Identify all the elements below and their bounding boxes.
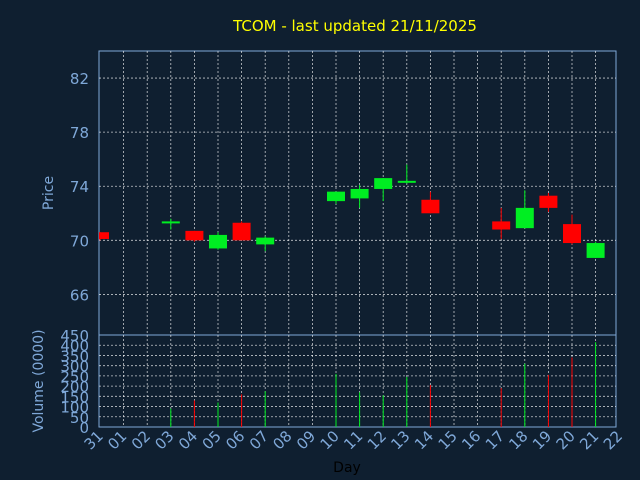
- candle-body: [374, 178, 393, 189]
- candle-body: [185, 230, 204, 241]
- x-tick-label: 14: [411, 427, 437, 453]
- x-tick-label: 18: [505, 427, 531, 453]
- volume-grid: [99, 335, 616, 427]
- x-tick-label: 02: [128, 427, 154, 453]
- volume-y-tick-label: 300: [60, 358, 89, 376]
- volume-y-tick-label: 400: [60, 337, 89, 355]
- volume-bars: [170, 342, 597, 427]
- price-y-tick-labels: 66 70 74 78 82: [70, 70, 89, 304]
- volume-y-tick-label: 350: [60, 347, 89, 365]
- x-tick-label: 04: [175, 427, 201, 453]
- candle-body: [586, 243, 605, 258]
- x-tick-label: 07: [246, 427, 272, 453]
- x-tick-label: 10: [317, 427, 343, 453]
- x-tick-label: 19: [529, 427, 555, 453]
- x-tick-label: 22: [600, 427, 626, 453]
- price-y-tick-label: 82: [70, 70, 89, 88]
- candle-body: [515, 207, 534, 229]
- price-y-tick-label: 78: [70, 124, 89, 142]
- candle-body: [232, 222, 251, 241]
- candle-body: [492, 221, 511, 230]
- volume-y-tick-label: 150: [60, 388, 89, 406]
- candle-body: [161, 221, 180, 224]
- volume-y-tick-label: 50: [70, 409, 89, 427]
- chart-title: TCOM - last updated 21/11/2025: [232, 17, 477, 35]
- candle-body: [563, 224, 581, 244]
- volume-y-tick-label: 450: [60, 327, 89, 345]
- candle-body: [350, 188, 369, 199]
- volume-y-tick-label: 250: [60, 368, 89, 386]
- x-tick-label: 12: [364, 427, 390, 453]
- x-tick-label: 20: [553, 427, 579, 453]
- candle-body: [421, 199, 440, 214]
- candle-body: [397, 180, 416, 183]
- candle-body: [209, 234, 227, 249]
- price-y-tick-label: 74: [70, 178, 89, 196]
- price-y-tick-label: 66: [70, 286, 89, 304]
- x-tick-label: 15: [435, 427, 461, 453]
- x-tick-label: 13: [387, 427, 413, 453]
- candle-body: [327, 191, 345, 202]
- x-tick-label: 16: [458, 427, 484, 453]
- price-candles: [99, 164, 605, 258]
- volume-axis-label: Volume (0000): [31, 329, 47, 432]
- x-tick-label: 21: [576, 427, 602, 453]
- x-tick-label: 08: [269, 427, 295, 453]
- candle-body: [539, 195, 558, 208]
- candle-body: [256, 237, 275, 245]
- x-tick-label: 17: [482, 427, 508, 453]
- x-tick-label: 03: [151, 427, 177, 453]
- x-tick-label: 09: [293, 427, 319, 453]
- x-tick-label: 11: [340, 427, 366, 453]
- volume-y-tick-label: 100: [60, 399, 89, 417]
- price-axis-label: Price: [41, 176, 57, 210]
- volume-y-tick-label: 0: [79, 419, 89, 437]
- x-tick-label: 01: [104, 427, 130, 453]
- volume-y-tick-label: 200: [60, 378, 89, 396]
- x-tick-label: 06: [222, 427, 248, 453]
- x-tick-label: 05: [199, 427, 225, 453]
- volume-panel: [98, 334, 617, 428]
- x-tick-labels: 3101020304050607080910111213141516171819…: [81, 427, 626, 453]
- candle-body: [99, 232, 109, 239]
- price-y-tick-label: 70: [70, 232, 89, 250]
- x-axis-label: Day: [333, 460, 361, 476]
